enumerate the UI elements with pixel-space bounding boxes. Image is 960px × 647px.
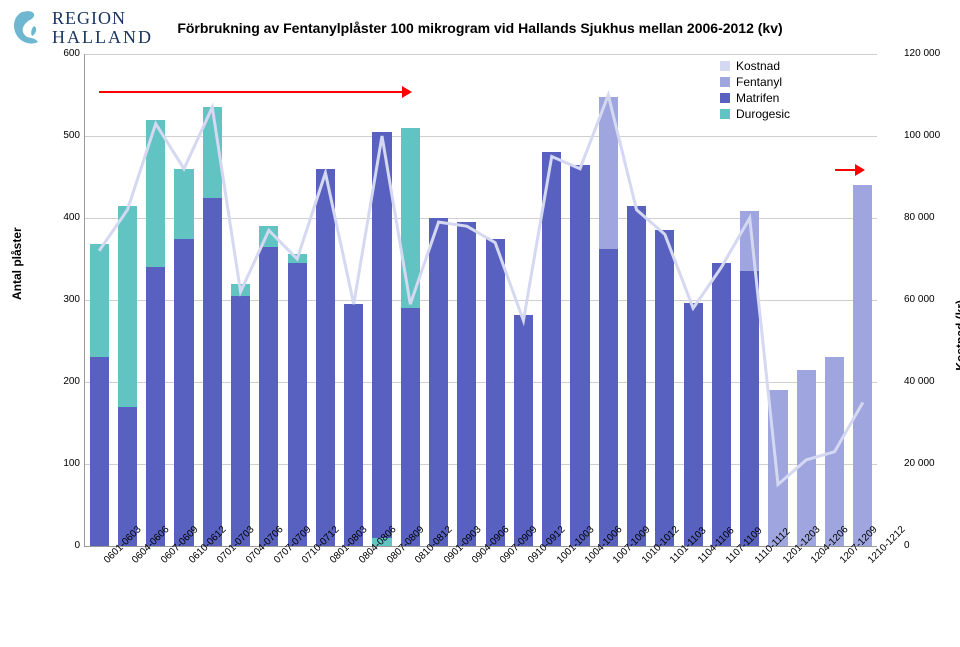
y2-tick: 40 000 [904,376,956,387]
plot-area [84,54,877,547]
bar-matrifen [288,263,307,546]
bar-matrifen [344,304,363,546]
legend-item: Kostnad [720,60,790,72]
bar-matrifen [542,152,561,546]
bars-layer [85,54,877,546]
bar-fentanyl [825,357,844,546]
bar-stack [740,54,759,546]
bar-matrifen [90,357,109,546]
bar-matrifen [401,308,420,546]
bar-matrifen [486,239,505,547]
bar-matrifen [627,206,646,546]
bar-matrifen [457,222,476,546]
bar-stack [655,54,674,546]
y1-tick: 600 [0,48,80,59]
legend-label: Fentanyl [736,76,782,88]
legend-swatch [720,61,730,71]
bar-matrifen [231,296,250,546]
bar-matrifen [174,239,193,547]
bar-stack [514,54,533,546]
y2-tick: 0 [904,540,956,551]
y1-tick: 500 [0,130,80,141]
bar-stack [288,54,307,546]
y2-ticks: 020 00040 00060 00080 000100 000120 000 [904,54,956,546]
bar-stack [90,54,109,546]
bar-stack [853,54,872,546]
y1-tick: 400 [0,212,80,223]
chart-title: Förbrukning av Fentanylplåster 100 mikro… [0,20,960,36]
bar-stack [259,54,278,546]
bar-stack [457,54,476,546]
bar-stack [797,54,816,546]
bar-matrifen [655,230,674,546]
x-labels: 0601-06030604-06060607-06090610-06120701… [84,548,876,638]
bar-stack [599,54,618,546]
y1-ticks: 0100200300400500600 [0,54,80,546]
bar-stack [627,54,646,546]
bar-stack [486,54,505,546]
bar-stack [174,54,193,546]
y1-tick: 200 [0,376,80,387]
bar-matrifen [684,303,703,546]
legend-item: Matrifen [720,92,790,104]
bar-fentanyl [797,370,816,546]
bar-stack [118,54,137,546]
y2-tick: 80 000 [904,212,956,223]
bar-stack [570,54,589,546]
bar-stack [712,54,731,546]
legend-swatch [720,77,730,87]
bar-matrifen [712,263,731,546]
y2-tick: 20 000 [904,458,956,469]
legend-item: Durogesic [720,108,790,120]
bar-matrifen [514,315,533,546]
bar-matrifen [259,247,278,546]
legend-label: Durogesic [736,108,790,120]
bar-stack [768,54,787,546]
bar-stack [316,54,335,546]
bar-stack [825,54,844,546]
bar-stack [203,54,222,546]
bar-matrifen [372,132,391,546]
legend-label: Kostnad [736,60,780,72]
y2-tick: 120 000 [904,48,956,59]
bar-stack [344,54,363,546]
bar-stack [542,54,561,546]
bar-stack [401,54,420,546]
bar-stack [372,54,391,546]
y1-tick: 0 [0,540,80,551]
legend-item: Fentanyl [720,76,790,88]
legend-swatch [720,93,730,103]
bar-matrifen [599,249,618,546]
bar-fentanyl [853,185,872,546]
bar-stack [231,54,250,546]
y1-tick: 100 [0,458,80,469]
legend: Kostnad Fentanyl Matrifen Durogesic [720,60,790,124]
bar-matrifen [203,198,222,547]
bar-stack [429,54,448,546]
bar-matrifen [570,165,589,546]
bar-stack [146,54,165,546]
legend-swatch [720,109,730,119]
y2-tick: 100 000 [904,130,956,141]
bar-matrifen [740,271,759,546]
bar-fentanyl [768,390,787,546]
page: REGION HALLAND Förbrukning av Fentanylpl… [0,0,960,647]
y2-tick: 60 000 [904,294,956,305]
bar-matrifen [429,218,448,546]
bar-matrifen [146,267,165,546]
legend-label: Matrifen [736,92,779,104]
bar-stack [684,54,703,546]
bar-matrifen [316,169,335,546]
y1-tick: 300 [0,294,80,305]
